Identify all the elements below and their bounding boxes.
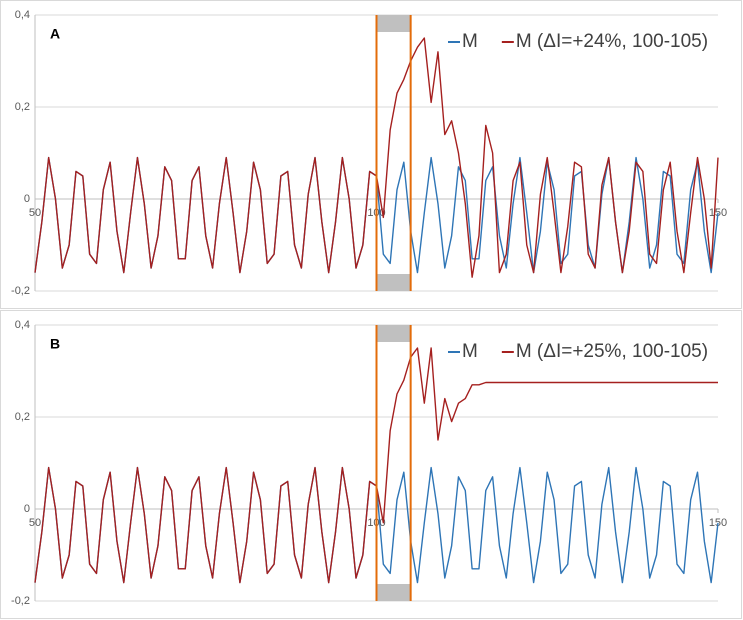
highlight-box bbox=[376, 15, 411, 32]
panel-label: A bbox=[50, 26, 60, 42]
panel-frame bbox=[0, 310, 742, 619]
legend-label: M (ΔI=+24%, 100-105) bbox=[516, 31, 708, 52]
panel-label: B bbox=[50, 336, 60, 352]
highlight-box bbox=[376, 325, 411, 342]
y-tick-label: 0,2 bbox=[15, 101, 30, 113]
x-tick-label: 50 bbox=[29, 207, 41, 219]
y-tick-label: -0,2 bbox=[11, 595, 30, 607]
y-tick-label: 0,4 bbox=[15, 9, 30, 21]
legend-label: M bbox=[462, 341, 478, 362]
highlight-box bbox=[376, 584, 411, 601]
y-tick-label: 0 bbox=[24, 503, 30, 515]
panel-frame bbox=[0, 0, 742, 309]
y-tick-label: -0,2 bbox=[11, 285, 30, 297]
highlight-box bbox=[376, 274, 411, 291]
y-tick-label: 0 bbox=[24, 193, 30, 205]
y-tick-label: 0,4 bbox=[15, 319, 30, 331]
legend-label: M (ΔI=+25%, 100-105) bbox=[516, 341, 708, 362]
y-tick-label: 0,2 bbox=[15, 411, 30, 423]
legend-label: M bbox=[462, 31, 478, 52]
x-tick-label: 50 bbox=[29, 517, 41, 529]
